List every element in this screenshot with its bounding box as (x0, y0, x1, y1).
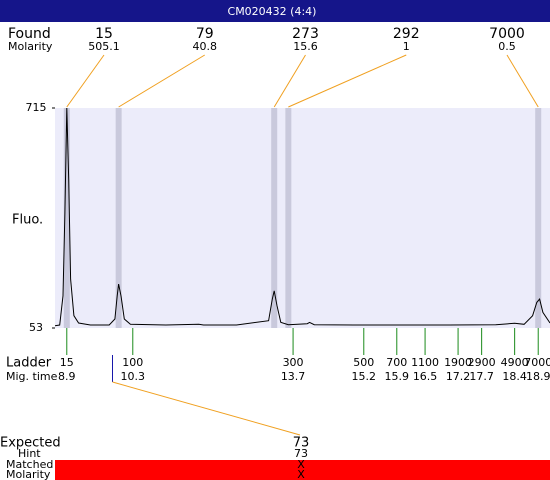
expected-value: 73 (293, 436, 310, 451)
peak-band (535, 108, 542, 328)
ladder-size: 4900 (501, 356, 529, 369)
ladder-size: 100 (122, 356, 143, 369)
ladder-time: 8.9 (58, 370, 76, 383)
ladder-time: 18.9 (526, 370, 550, 383)
molarity-label: Molarity (8, 40, 53, 53)
found-molarity: 1 (403, 40, 410, 53)
ladder-time: 18.4 (502, 370, 527, 383)
ladder-time: 13.7 (281, 370, 306, 383)
found-size: 7000 (489, 26, 525, 42)
expected-label: Expected (0, 436, 61, 451)
found-size: 292 (393, 26, 420, 42)
found-size: 79 (196, 26, 214, 42)
expected-molarity-label: Molarity (6, 468, 51, 480)
found-molarity: 40.8 (193, 40, 218, 53)
peak-band (115, 108, 122, 328)
ladder-time: 15.2 (352, 370, 377, 383)
ladder-size: 1900 (444, 356, 472, 369)
expected-connector (112, 381, 301, 436)
ladder-time: 17.7 (469, 370, 494, 383)
matched-label: Matched (6, 458, 53, 471)
hint-value: 73 (294, 447, 308, 460)
peak-connector (66, 54, 105, 108)
ladder-size: 1100 (411, 356, 439, 369)
peak-connector (118, 54, 206, 108)
y-axis-label: Fluo. (12, 213, 43, 228)
found-molarity: 15.6 (293, 40, 318, 53)
title-bar (0, 0, 550, 22)
ladder-time: 17.2 (446, 370, 471, 383)
found-size: 273 (292, 26, 319, 42)
trace (54, 107, 550, 327)
ladder-size: 7000 (524, 356, 550, 369)
y-tick-label: 53 (29, 321, 43, 334)
y-tick-label: 715 (26, 101, 47, 114)
ladder-size: 700 (386, 356, 407, 369)
ladder-size: 300 (283, 356, 304, 369)
title: CM020432 (4:4) (228, 5, 317, 18)
matched-value: X (297, 458, 305, 471)
found-label: Found (8, 26, 51, 42)
found-size: 15 (95, 26, 113, 42)
ladder-time: 15.9 (385, 370, 410, 383)
hint-label: Hint (18, 447, 41, 460)
ladder-size: 15 (60, 356, 74, 369)
ladder-size: 500 (353, 356, 374, 369)
found-molarity: 505.1 (88, 40, 120, 53)
matched-bar (55, 460, 550, 480)
peak-connector (506, 54, 539, 108)
ladder-size: 2900 (468, 356, 496, 369)
peak-band (63, 108, 70, 328)
ladder-time: 10.3 (121, 370, 146, 383)
mig-time-label: Mig. time (6, 370, 58, 383)
peak-connector (273, 54, 306, 108)
expected-molarity: X (297, 468, 305, 480)
plot-area (55, 108, 550, 328)
ladder-label: Ladder (6, 356, 52, 371)
ladder-time: 16.5 (413, 370, 438, 383)
peak-connector (288, 54, 407, 108)
peak-band (271, 108, 278, 328)
peak-band (285, 108, 292, 328)
found-molarity: 0.5 (498, 40, 516, 53)
